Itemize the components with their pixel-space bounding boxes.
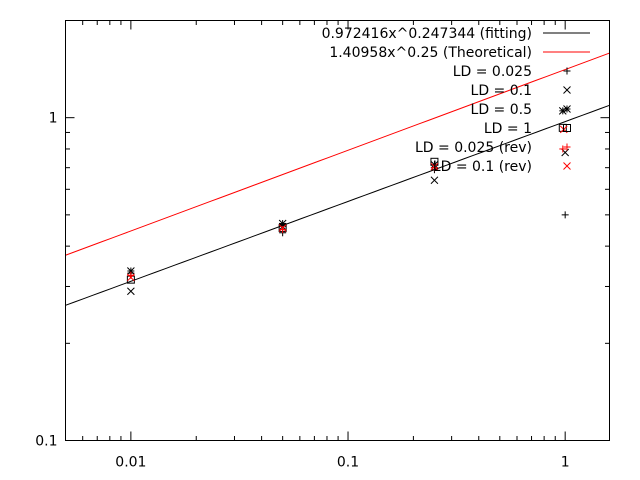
x-tick-label: 0.01 [115,455,146,471]
legend-label: LD = 0.1 [471,83,532,99]
data-point-6 [430,162,439,171]
legend-marker [563,67,571,75]
legend-marker [563,105,571,113]
legend-label: LD = 0.025 [453,64,532,80]
data-point-6 [127,273,135,282]
data-point-2 [127,287,135,296]
data-points [126,106,570,296]
y-tick-label: 0.1 [35,434,57,450]
legend-label: 1.40958x^0.25 (Theoretical) [329,45,532,61]
plot-frame [65,20,610,441]
legend-marker [563,143,571,151]
series-line-2 [65,52,610,256]
legend-marker [563,162,571,170]
x-tick-label: 0.1 [337,455,359,471]
data-point-2 [430,176,439,185]
data-point-5 [430,164,438,172]
data-point-5 [559,145,567,153]
series-line-1 [65,104,610,306]
x-tick-label: 1 [561,455,570,471]
data-point-6 [278,224,287,232]
legend-marker [563,86,571,94]
data-point-1 [561,211,569,219]
legend-label: LD = 0.025 (rev) [415,140,532,156]
legend-marker [563,124,571,132]
data-point-5 [279,226,287,234]
legend: 0.972416x^0.247344 (fitting) 1.40958x^0.2… [322,26,590,175]
axis-ticks [65,20,610,441]
legend-label: 0.972416x^0.247344 (fitting) [322,26,532,42]
fit-lines [65,52,610,306]
y-tick-label: 1 [49,111,58,127]
tick-labels: 0.01 0.1 1 0.1 1 [35,111,569,471]
data-point-4 [558,123,567,132]
legend-label: LD = 0.1 (rev) [433,159,532,175]
legend-label: LD = 1 [484,121,532,137]
legend-label: LD = 0.5 [471,102,532,118]
